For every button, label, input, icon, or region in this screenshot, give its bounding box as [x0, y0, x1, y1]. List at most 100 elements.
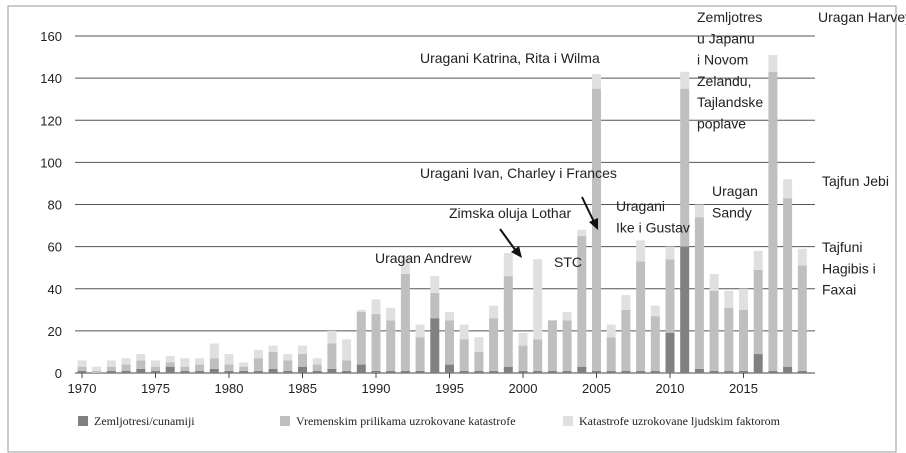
annotation: Tajlandske [697, 94, 763, 110]
y-tick-label: 40 [48, 282, 62, 297]
bar-segment [489, 318, 499, 371]
annotation: STC [554, 254, 582, 270]
x-tick-label: 1985 [288, 381, 317, 396]
bar-segment [415, 324, 425, 338]
bar-segment [298, 366, 307, 373]
annotation: Tajfun Jebi [822, 173, 889, 189]
y-tick-label: 20 [48, 324, 62, 339]
bar-segment [650, 316, 660, 371]
arrow-line [499, 228, 517, 252]
bar-segment [253, 370, 263, 373]
bar-segment [121, 370, 131, 373]
bar-segment [356, 309, 366, 312]
bar-segment [783, 198, 793, 367]
bar-segment [151, 366, 160, 371]
bar-segment [121, 358, 131, 365]
bar-segment [636, 240, 646, 262]
annotation: Tajfuni [822, 239, 862, 255]
bar-segment [459, 370, 469, 373]
bar-segment [327, 330, 337, 344]
bar-segment [621, 295, 631, 310]
bar-segment [386, 307, 396, 321]
bar-segment [445, 364, 454, 373]
bar-segment [312, 358, 322, 365]
x-tick-label: 1990 [362, 381, 391, 396]
bar-segment [621, 309, 631, 371]
bar-segment [92, 370, 102, 373]
bar-segment [665, 246, 675, 260]
annotation: Uragan Andrew [375, 250, 472, 266]
bar-segment [739, 370, 748, 373]
bar-segment [724, 290, 734, 308]
y-tick-label: 120 [40, 113, 62, 128]
bar-segment [283, 370, 293, 373]
bar-segment [533, 259, 543, 340]
bar-segment [709, 370, 719, 373]
bar-segment [180, 358, 190, 367]
bar-segment [400, 370, 410, 373]
bar-segment [224, 364, 234, 371]
bar-segment [239, 366, 249, 371]
bar-segment [577, 366, 587, 373]
bar-segment [518, 345, 528, 371]
annotation: Faxai [822, 282, 856, 298]
bar-segment [753, 269, 763, 355]
bar-segment [709, 290, 719, 371]
bar-segment [342, 360, 352, 371]
bar-segment [694, 204, 704, 218]
bar-segment [606, 337, 616, 371]
bar-segment [724, 307, 734, 371]
bar-segment [474, 351, 484, 371]
bar-segment [503, 252, 513, 277]
bar-segment [694, 217, 704, 369]
y-tick-label: 100 [40, 155, 62, 170]
bar-segment [136, 368, 146, 373]
bar-segment [650, 370, 660, 373]
bar-segment [400, 257, 410, 275]
bar-segment [165, 356, 175, 363]
bar-segment [400, 274, 410, 371]
bar-segment [371, 299, 381, 315]
annotation: Sandy [712, 204, 752, 220]
bar-segment [151, 360, 160, 367]
arrow-line [581, 196, 595, 223]
bar-segment [533, 339, 543, 371]
annotation: i Novom [697, 52, 748, 68]
annotation: poplave [697, 116, 746, 132]
bar-segment [430, 292, 440, 319]
bar-segment [165, 366, 175, 373]
bar-segment [797, 248, 807, 266]
bar-segment [503, 276, 513, 367]
bar-segment [739, 288, 748, 310]
bar-segment [209, 358, 219, 369]
bar-segment [636, 370, 646, 373]
bar-segment [724, 370, 734, 373]
bar-segment [621, 370, 631, 373]
bar-segment [430, 318, 440, 373]
bar-segment [283, 354, 293, 361]
annotation: u Japanu [697, 30, 755, 46]
bar-segment [518, 370, 528, 373]
bar-segment [180, 366, 190, 371]
bar-segment [195, 364, 205, 371]
bar-segment [503, 366, 513, 373]
bar-segment [106, 366, 116, 371]
bar-segment [415, 370, 425, 373]
bar-segment [445, 311, 454, 321]
bar-segment [636, 261, 646, 371]
bar-segment [489, 370, 499, 373]
bar-segment [753, 354, 763, 373]
bar-segment [106, 360, 116, 367]
annotation: Uragani Ivan, Charley i Frances [420, 165, 617, 181]
legend-label: Vremenskim prilikama uzrokovane katastro… [296, 414, 516, 428]
bar-segment [327, 343, 337, 369]
bar-segment [180, 370, 190, 373]
bar-segment [606, 370, 616, 373]
x-tick-label: 1970 [68, 381, 97, 396]
x-tick-label: 2005 [582, 381, 611, 396]
bar-segment [253, 349, 263, 359]
bar-segment [783, 366, 793, 373]
legend-swatch [280, 416, 290, 426]
annotation: Uragan Harvey [818, 9, 906, 25]
